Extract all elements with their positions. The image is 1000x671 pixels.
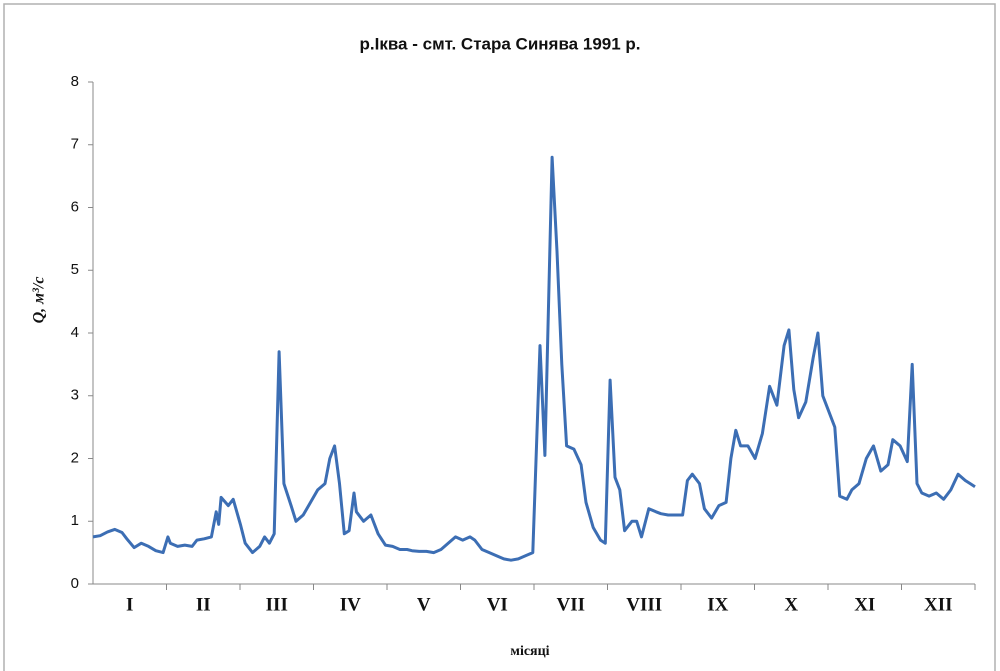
data-line (92, 155, 976, 562)
x-tick-label: IV (340, 594, 361, 615)
y-tick-label: 8 (71, 73, 79, 90)
x-tick-label: I (126, 594, 133, 615)
x-tick-label: IX (707, 594, 728, 615)
x-tick-label: V (417, 594, 431, 615)
y-axis-label: Q, м³/с (31, 277, 48, 324)
x-tick-label: VIII (626, 594, 662, 615)
y-tick-label: 1 (71, 512, 79, 529)
x-axis-label: місяці (510, 644, 549, 659)
x-tick-label: X (784, 594, 798, 615)
y-tick-label: 5 (71, 261, 79, 278)
chart-frame (3, 3, 996, 671)
y-tick-label: 4 (71, 324, 79, 341)
chart-title: р.Іква - смт. Стара Синява 1991 р. (359, 34, 640, 53)
y-tick-label: 7 (71, 136, 79, 153)
y-tick-label: 0 (71, 575, 79, 592)
x-tick-label: VII (556, 594, 585, 615)
x-tick-label: XII (924, 594, 953, 615)
y-tick-label: 6 (71, 198, 79, 215)
x-tick-label: XI (854, 594, 875, 615)
y-tick-label: 3 (71, 387, 79, 404)
y-tick-label: 2 (71, 449, 79, 466)
x-tick-label: II (196, 594, 211, 615)
x-tick-label: VI (487, 594, 508, 615)
x-tick-label: III (266, 594, 288, 615)
